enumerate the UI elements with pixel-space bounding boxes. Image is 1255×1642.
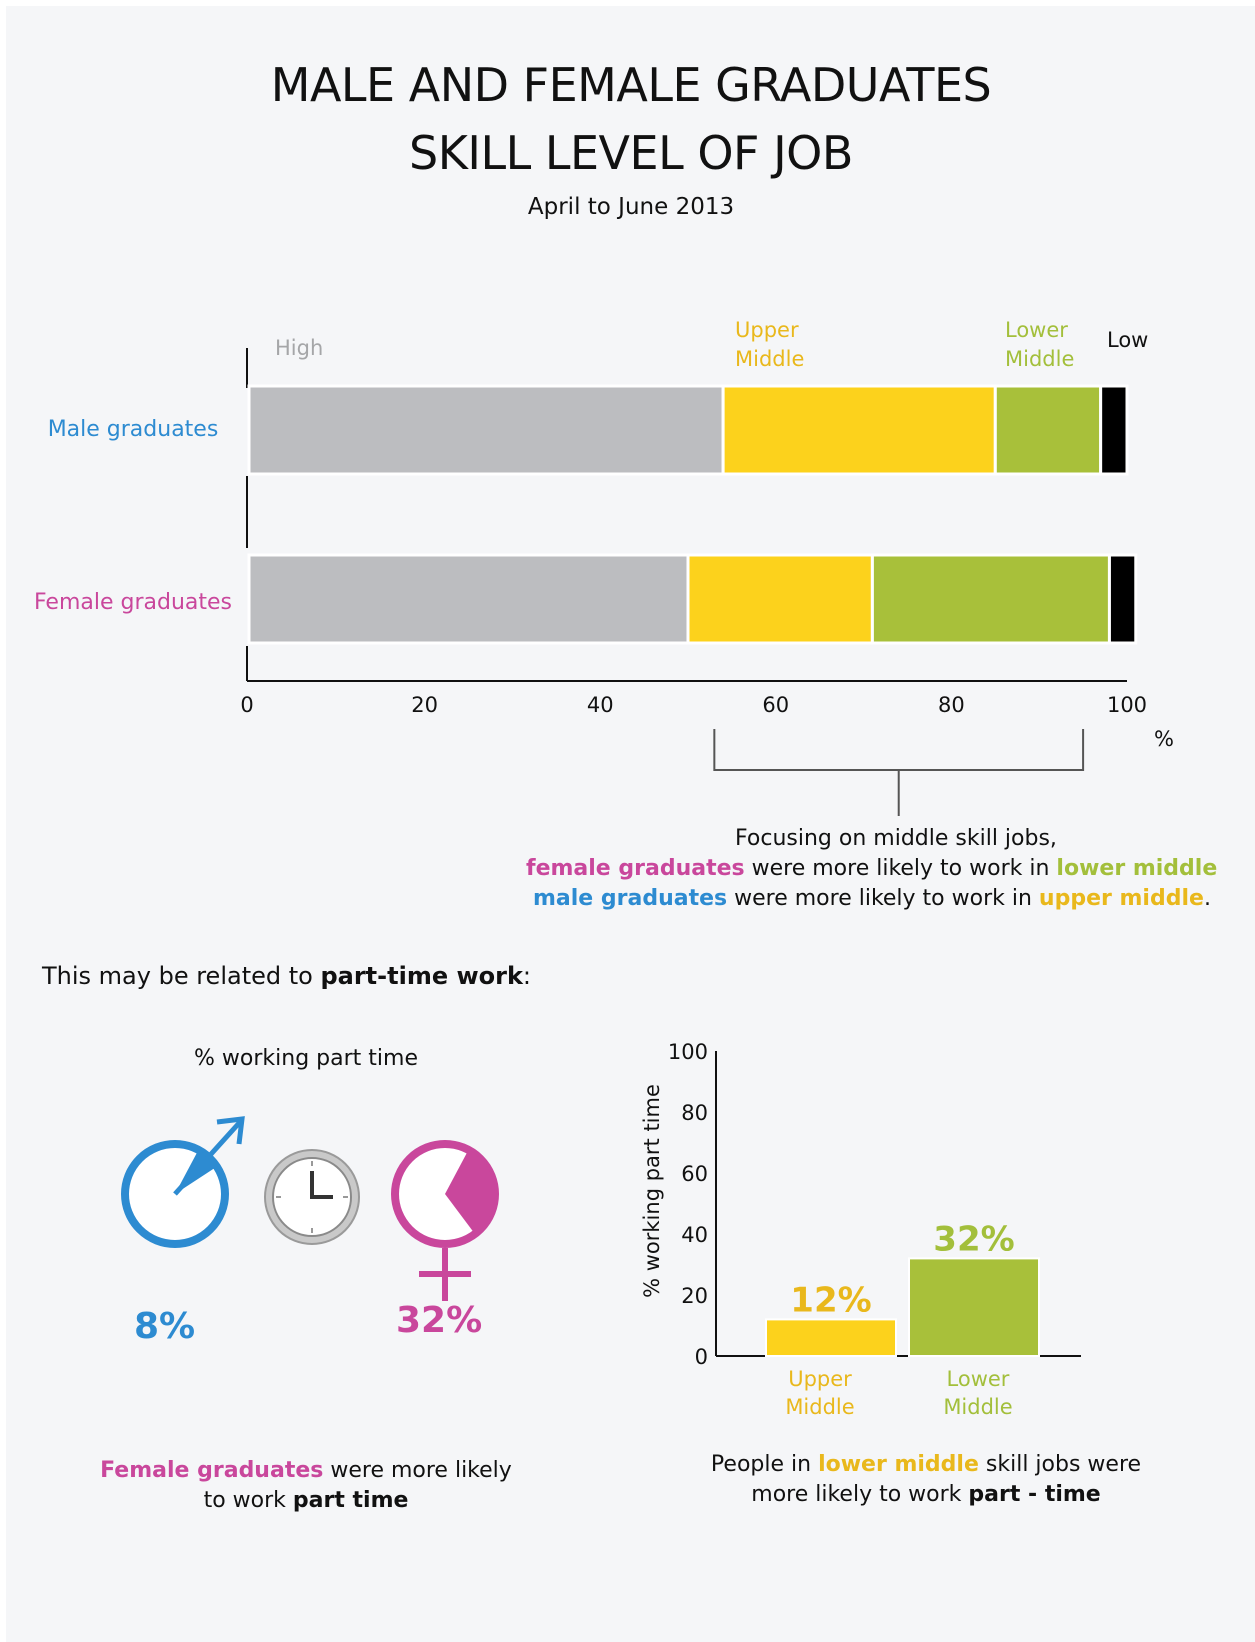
bar-male-low [1101,386,1127,474]
caption-right-line-2: more likely to work part - time [666,1480,1186,1510]
category-female: Female graduates [34,590,232,615]
caption-lower-middle: lower middle [818,1452,979,1477]
bar-male-upper-middle [723,386,995,474]
note-lower-middle: lower middle [1056,856,1217,881]
legend-lower-line-1: Lower [1005,318,1068,342]
bar-male-lower-middle [995,386,1100,474]
caption-text: People in [711,1452,818,1477]
x-label-lower-1: Lower [947,1367,1010,1391]
male-symbol-icon [125,1119,242,1244]
caption-part-time: part - time [968,1482,1100,1507]
note-male-graduates: male graduates [533,886,727,911]
legend-low: Low [1107,328,1148,352]
category-male: Male graduates [48,417,219,442]
part-time-intro: This may be related to part-time work: [42,962,531,990]
y-tick-label: 0 [695,1345,708,1369]
y-tick-label: 40 [681,1223,708,1247]
caption-right-line-1: People in lower middle skill jobs were [666,1450,1186,1480]
subtitle: April to June 2013 [6,194,1255,220]
caption-left: Female graduates were more likely to wor… [66,1456,546,1516]
x-label-upper-2: Middle [785,1395,854,1419]
y-tick-label: 100 [668,1040,708,1064]
middle-skill-note: Focusing on middle skill jobs, female gr… [536,824,1255,914]
part-time-heading: % working part time [106,1046,506,1071]
caption-part-time: part time [293,1488,409,1513]
x-tick-label: 40 [587,693,614,717]
legend-upper-line-1: Upper [735,318,799,342]
infographic-page: MALE AND FEMALE GRADUATES SKILL LEVEL OF… [6,6,1255,1642]
bar-female-high [249,555,688,643]
y-tick-label: 80 [681,1101,708,1125]
note-upper-middle: upper middle [1039,886,1204,911]
caption-left-line-2: to work part time [66,1486,546,1516]
caption-text: more likely to work [751,1482,968,1507]
x-tick-label: 80 [938,693,965,717]
x-unit: % [1154,727,1174,751]
x-label-upper-1: Upper [788,1367,852,1391]
legend-upper-line-2: Middle [735,347,804,371]
y-tick-label: 20 [681,1284,708,1308]
clock-icon [265,1150,359,1244]
middle-skill-bracket [714,729,1083,816]
intro-colon: : [523,962,531,990]
bar-lower-middle [909,1258,1039,1356]
female-part-time-value: 32% [396,1300,482,1341]
x-tick-label: 100 [1107,693,1147,717]
intro-text: This may be related to [42,962,320,990]
bar-female-lower-middle [872,555,1109,643]
x-tick-label: 60 [762,693,789,717]
note-line-2: female graduates were more likely to wor… [526,854,1255,884]
intro-bold: part-time work [320,962,522,990]
female-symbol-icon [395,1144,495,1301]
title-line-1: MALE AND FEMALE GRADUATES [6,58,1255,112]
note-period: . [1204,886,1211,911]
y-axis-label: % working part time [640,1084,664,1298]
note-line-3: male graduates were more likely to work … [533,884,1255,914]
x-tick-label: 0 [240,693,253,717]
data-label-lower-middle: 32% [933,1219,1014,1259]
note-text: were more likely to work in [727,886,1039,911]
bar-female-upper-middle [688,555,872,643]
caption-female-graduates: Female graduates [100,1458,323,1483]
legend-lower-line-2: Middle [1005,347,1074,371]
note-text: were more likely to work in [745,856,1057,881]
note-line-1: Focusing on middle skill jobs, [536,824,1255,854]
male-part-time-value: 8% [134,1306,195,1347]
caption-text: skill jobs were [979,1452,1141,1477]
x-label-lower-2: Middle [943,1395,1012,1419]
caption-right: People in lower middle skill jobs were m… [666,1450,1186,1510]
y-tick-label: 60 [681,1162,708,1186]
caption-left-line-1: Female graduates were more likely [66,1456,546,1486]
title-line-2: SKILL LEVEL OF JOB [6,126,1255,180]
legend-high: High [275,336,323,360]
bar-female-low [1109,555,1135,643]
data-label-upper-middle: 12% [790,1280,871,1320]
skill-level-stacked-chart: 0 20 40 60 80 100 High Upper Middle Lower Mid… [6,296,1255,826]
note-female-graduates: female graduates [526,856,745,881]
bar-upper-middle [766,1319,896,1356]
x-tick-label: 20 [411,693,438,717]
bar-male-high [249,386,723,474]
caption-text: were more likely [323,1458,511,1483]
caption-text: to work [204,1488,293,1513]
